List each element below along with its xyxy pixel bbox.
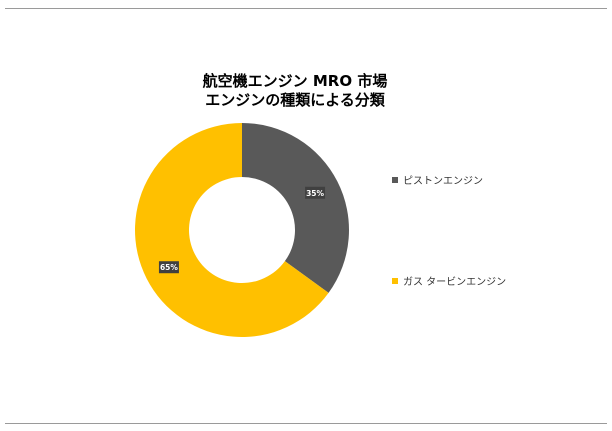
legend-label-gas-turbine: ガス タービンエンジン <box>403 277 507 288</box>
data-label-piston: 35% <box>305 186 326 199</box>
chart-title: 航空機エンジン MRO 市場 エンジンの種類による分類 <box>150 72 440 110</box>
data-label-gas-turbine: 65% <box>158 261 179 274</box>
chart-title-line-2: エンジンの種類による分類 <box>205 91 385 109</box>
chart-title-line-1: 航空機エンジン MRO 市場 <box>202 72 388 90</box>
legend-swatch-piston <box>392 176 398 183</box>
data-label-box <box>305 186 326 199</box>
legend-item-gas-turbine: ガス タービンエンジン <box>392 273 506 288</box>
legend-swatch-gas-turbine <box>392 277 398 284</box>
data-labels: 35% 65% <box>158 186 326 274</box>
legend: ピストンエンジン ガス タービンエンジン <box>392 0 592 431</box>
data-label-text: 65% <box>160 263 178 272</box>
data-label-text: 35% <box>306 189 324 198</box>
legend-label-piston: ピストンエンジン <box>403 176 483 187</box>
slice-gas-turbine <box>134 123 329 337</box>
slice-piston <box>242 123 349 293</box>
donut-slices <box>134 123 349 337</box>
data-label-box <box>158 261 179 274</box>
bottom-border-line <box>5 423 607 424</box>
legend-item-piston: ピストンエンジン <box>392 172 483 187</box>
top-border-line <box>5 8 607 9</box>
